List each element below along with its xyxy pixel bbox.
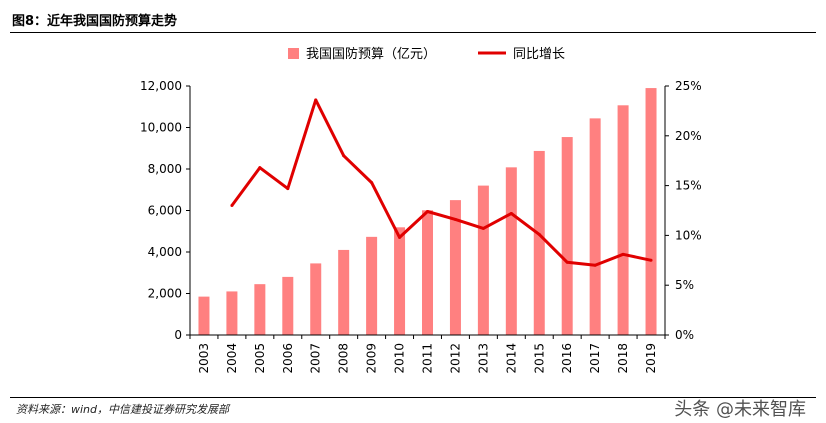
x-tick-label-2003: 2003 (197, 343, 211, 374)
left-tick-label: 12,000 (140, 79, 182, 93)
right-tick-label: 5% (675, 278, 694, 292)
legend-label-bar: 我国国防预算（亿元） (306, 46, 436, 62)
x-tick-label-2011: 2011 (421, 343, 435, 374)
left-tick-label: 8,000 (148, 162, 182, 176)
growth-point-2007 (314, 98, 318, 102)
bar-2018 (617, 105, 629, 335)
bar-2014 (505, 167, 517, 335)
x-tick-label-2016: 2016 (560, 343, 574, 374)
x-tick-label-2004: 2004 (225, 343, 239, 374)
x-tick-label-2017: 2017 (588, 343, 602, 374)
growth-point-2008 (342, 154, 346, 158)
x-tick-label-2012: 2012 (448, 343, 462, 374)
source-note: 资料来源：wind，中信建投证券研究发展部 (16, 403, 230, 416)
header-rule (10, 32, 816, 33)
growth-point-2013 (481, 226, 485, 230)
bar-2010 (394, 227, 406, 335)
figure-title: 图8：近年我国国防预算走势 (12, 14, 178, 29)
legend-label-line: 同比增长 (513, 47, 565, 62)
growth-line (230, 98, 652, 267)
bar-2007 (310, 263, 322, 335)
growth-point-2006 (286, 187, 290, 191)
bar-2015 (533, 150, 545, 335)
growth-point-2004 (230, 204, 234, 208)
x-tick-label-2013: 2013 (476, 343, 490, 374)
bar-2004 (226, 291, 238, 335)
left-tick-label: 10,000 (140, 121, 182, 135)
x-tick-label-2018: 2018 (616, 343, 630, 374)
bar-2008 (338, 249, 350, 335)
left-tick-label: 4,000 (148, 245, 182, 259)
growth-point-2018 (621, 252, 625, 256)
bar-2003 (198, 296, 210, 335)
footer-rule (10, 397, 816, 398)
x-tick-label-2008: 2008 (337, 343, 351, 374)
growth-point-2012 (453, 217, 457, 221)
x-tick-label-2010: 2010 (393, 343, 407, 374)
growth-point-2016 (565, 260, 569, 264)
growth-point-2019 (649, 258, 653, 262)
bar-2019 (645, 88, 657, 335)
right-tick-label: 0% (675, 328, 694, 342)
bar-2012 (449, 200, 461, 335)
x-tick-label-2006: 2006 (281, 343, 295, 374)
legend-swatch-bar (288, 48, 299, 59)
left-tick-label: 6,000 (148, 204, 182, 218)
left-tick-label: 0 (174, 328, 182, 342)
bar-2017 (589, 118, 601, 336)
bar-2011 (422, 210, 433, 335)
x-tick-label-2015: 2015 (532, 343, 546, 374)
bar-2006 (282, 276, 294, 335)
growth-point-2017 (593, 263, 597, 267)
x-tick-label-2005: 2005 (253, 343, 267, 374)
bar-2013 (477, 185, 489, 335)
right-tick-label: 25% (675, 79, 702, 93)
right-tick-label: 20% (675, 129, 702, 143)
bar-2005 (254, 284, 266, 335)
growth-point-2010 (398, 235, 402, 239)
bar-2016 (561, 137, 573, 335)
x-tick-label-2019: 2019 (644, 343, 658, 374)
growth-point-2011 (426, 209, 429, 213)
growth-point-2014 (509, 211, 513, 215)
growth-point-2005 (258, 166, 262, 170)
right-tick-label: 15% (675, 179, 702, 193)
x-tick-label-2009: 2009 (365, 343, 379, 374)
watermark: 头条 @未来智库 (674, 399, 806, 420)
growth-point-2015 (537, 232, 541, 236)
left-tick-label: 2,000 (148, 287, 182, 301)
right-tick-label: 10% (675, 228, 702, 242)
bar-2009 (366, 236, 378, 335)
growth-point-2009 (370, 181, 374, 185)
figure-header: 图8：近年我国国防预算走势 (10, 6, 816, 34)
x-tick-label-2014: 2014 (504, 343, 518, 374)
x-tick-label-2007: 2007 (309, 343, 323, 374)
